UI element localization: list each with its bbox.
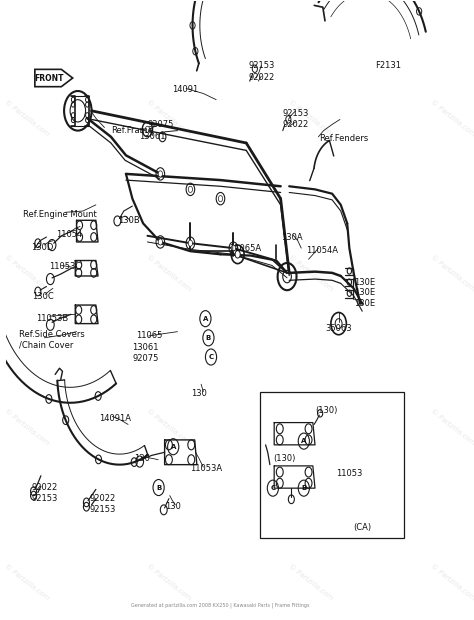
Text: 11054A: 11054A [306,246,338,255]
Text: 13061: 13061 [132,343,159,352]
Text: A: A [301,438,307,444]
Text: © Partzilla.com: © Partzilla.com [4,563,50,601]
Text: C: C [209,354,214,360]
Text: 130E: 130E [354,278,375,286]
Text: (130): (130) [315,405,337,415]
Text: 92022: 92022 [249,73,275,82]
Text: 130B: 130B [118,216,140,226]
Text: 92153: 92153 [90,505,116,514]
Text: © Partzilla.com: © Partzilla.com [146,409,192,446]
Circle shape [158,239,163,245]
Text: 11053A: 11053A [191,464,222,473]
Text: Ref.Side Covers
/Chain Cover: Ref.Side Covers /Chain Cover [18,330,84,350]
Text: Generated at partzilla.com 2008 KX250 | Kawasaki Parts | Frame Fittings: Generated at partzilla.com 2008 KX250 | … [131,603,310,608]
FancyBboxPatch shape [260,392,404,538]
Text: © Partzilla.com: © Partzilla.com [429,254,474,292]
Text: 130A: 130A [281,232,302,242]
Text: 92075: 92075 [147,120,174,129]
Text: 11054: 11054 [56,230,82,239]
Text: 13061: 13061 [139,131,165,141]
Text: © Partzilla.com: © Partzilla.com [287,409,334,446]
Text: 11065A: 11065A [229,244,261,252]
Text: 92022: 92022 [31,483,58,492]
Text: 130E: 130E [354,288,375,297]
Text: 130D: 130D [31,243,54,252]
Text: © Partzilla.com: © Partzilla.com [429,99,474,138]
Text: 35063: 35063 [326,324,352,333]
Text: © Partzilla.com: © Partzilla.com [146,254,192,292]
Text: 11053C: 11053C [49,262,81,271]
Circle shape [188,186,192,192]
Text: © Partzilla.com: © Partzilla.com [287,99,334,138]
Text: Ref.Frame: Ref.Frame [111,126,153,135]
Text: © Partzilla.com: © Partzilla.com [429,563,474,601]
Text: 130E: 130E [354,299,375,308]
Text: 92075: 92075 [132,354,159,363]
Text: © Partzilla.com: © Partzilla.com [287,254,334,292]
Text: © Partzilla.com: © Partzilla.com [4,99,50,138]
Text: © Partzilla.com: © Partzilla.com [4,254,50,292]
Circle shape [146,126,150,133]
Text: 92022: 92022 [283,120,309,129]
Text: 92153: 92153 [249,61,275,70]
Text: A: A [203,316,208,322]
Text: Ref.Engine Mount: Ref.Engine Mount [23,210,97,219]
Circle shape [231,245,236,251]
Text: B: B [156,485,161,490]
Circle shape [235,250,240,258]
Text: F2131: F2131 [375,61,401,70]
Text: © Partzilla.com: © Partzilla.com [4,409,50,446]
Text: (130): (130) [274,454,296,463]
Text: 11053B: 11053B [36,314,69,322]
Text: (CA): (CA) [354,523,372,532]
Text: 92153: 92153 [31,494,58,503]
Text: C: C [270,485,275,491]
Text: © Partzilla.com: © Partzilla.com [287,563,334,601]
Text: 11053: 11053 [337,469,363,478]
Polygon shape [35,69,73,87]
Text: 92153: 92153 [283,108,309,118]
Circle shape [188,240,192,246]
Text: A: A [171,444,176,449]
Text: 92022: 92022 [90,494,116,503]
Text: © Partzilla.com: © Partzilla.com [146,99,192,138]
Circle shape [219,195,223,202]
Circle shape [158,171,163,177]
Text: 14091: 14091 [173,85,199,94]
Text: © Partzilla.com: © Partzilla.com [146,563,192,601]
Text: 130: 130 [134,454,150,463]
Text: 130C: 130C [32,292,54,301]
Text: B: B [301,485,307,491]
Text: B: B [206,335,211,341]
Text: 130: 130 [164,502,181,512]
Text: FRONT: FRONT [35,74,64,82]
Text: 11065: 11065 [136,332,162,340]
Text: © Partzilla.com: © Partzilla.com [429,409,474,446]
Text: 14091A: 14091A [100,414,131,423]
Text: 130: 130 [191,389,207,398]
Text: Ref.Fenders: Ref.Fenders [319,133,369,143]
